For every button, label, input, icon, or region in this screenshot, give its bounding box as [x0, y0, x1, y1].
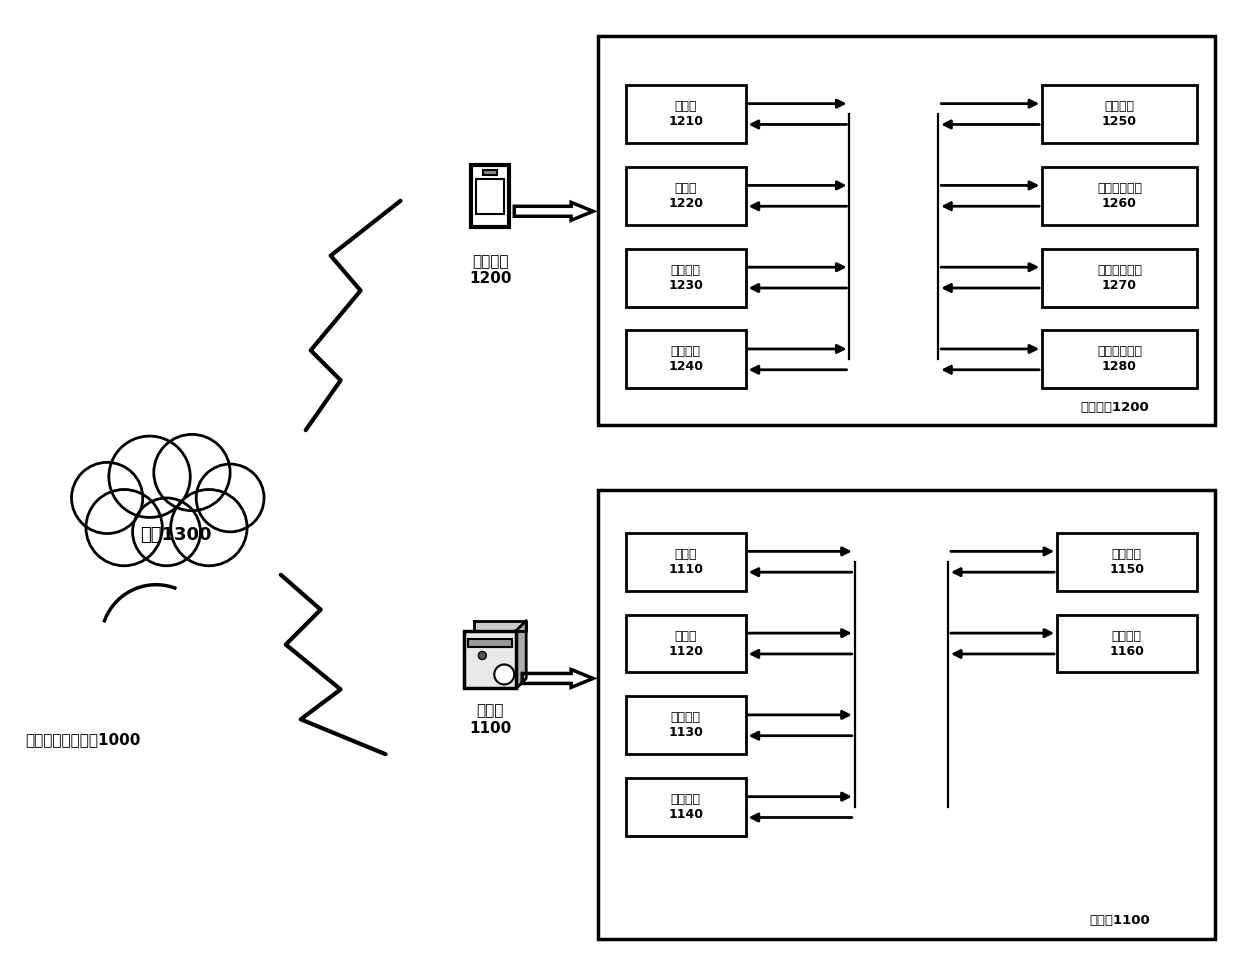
- Text: 存储器
1220: 存储器 1220: [668, 182, 703, 210]
- Circle shape: [109, 436, 190, 517]
- Bar: [598, 490, 1215, 939]
- Circle shape: [133, 498, 201, 566]
- Text: 网络1300: 网络1300: [140, 526, 212, 544]
- Text: 处理器
1110: 处理器 1110: [668, 547, 703, 576]
- Text: 处理器
1210: 处理器 1210: [668, 100, 703, 128]
- Circle shape: [171, 489, 247, 566]
- Bar: [1056, 614, 1197, 672]
- Bar: [464, 631, 516, 688]
- Bar: [626, 614, 745, 672]
- Bar: [471, 165, 510, 227]
- Bar: [626, 167, 745, 225]
- Circle shape: [154, 434, 231, 511]
- Bar: [1056, 533, 1197, 591]
- Bar: [626, 697, 745, 754]
- Polygon shape: [516, 620, 526, 688]
- Text: 显示装置
1250: 显示装置 1250: [1102, 100, 1137, 128]
- Bar: [484, 170, 497, 174]
- Bar: [1042, 330, 1197, 389]
- Bar: [1042, 167, 1197, 225]
- Text: 音频拾取装置
1280: 音频拾取装置 1280: [1097, 345, 1142, 373]
- Text: 服务器
1100: 服务器 1100: [469, 703, 511, 735]
- Bar: [476, 179, 505, 214]
- Text: 终端设备1200: 终端设备1200: [1080, 401, 1149, 414]
- Text: 存储器
1120: 存储器 1120: [668, 630, 703, 658]
- Bar: [626, 85, 745, 143]
- Circle shape: [72, 462, 143, 534]
- FancyArrow shape: [522, 670, 593, 687]
- FancyArrow shape: [515, 203, 593, 220]
- Text: 接口装置
1230: 接口装置 1230: [668, 264, 703, 292]
- Circle shape: [196, 464, 264, 532]
- Text: 服务器1100: 服务器1100: [1090, 914, 1151, 927]
- Text: 输入装置
1160: 输入装置 1160: [1110, 630, 1145, 658]
- Circle shape: [495, 665, 515, 684]
- Text: 显示装置
1150: 显示装置 1150: [1110, 547, 1145, 576]
- Bar: [626, 778, 745, 836]
- Bar: [1042, 249, 1197, 306]
- Bar: [1042, 85, 1197, 143]
- Text: 音频输出装置
1270: 音频输出装置 1270: [1097, 264, 1142, 292]
- Bar: [598, 36, 1215, 425]
- Text: 通信装置
1140: 通信装置 1140: [668, 793, 703, 821]
- Bar: [626, 249, 745, 306]
- Bar: [626, 533, 745, 591]
- Text: 接口装置
1130: 接口装置 1130: [668, 711, 703, 739]
- Circle shape: [86, 489, 162, 566]
- Text: 通信装置
1240: 通信装置 1240: [668, 345, 703, 373]
- Circle shape: [479, 651, 486, 660]
- Bar: [469, 639, 512, 646]
- Text: 终端设备
1200: 终端设备 1200: [469, 254, 512, 286]
- Bar: [626, 330, 745, 389]
- Text: 图像采集装置
1260: 图像采集装置 1260: [1097, 182, 1142, 210]
- Text: 商户画像验证系统1000: 商户画像验证系统1000: [26, 732, 141, 747]
- Polygon shape: [475, 620, 526, 631]
